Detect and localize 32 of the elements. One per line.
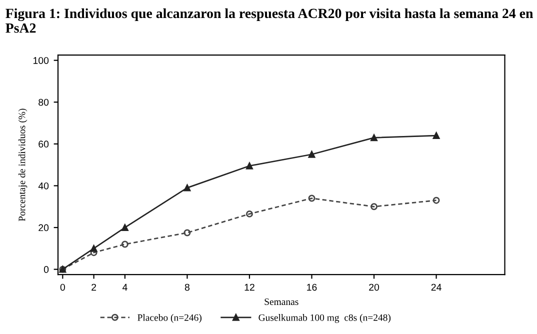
- x-tick-label: 20: [369, 284, 380, 291]
- x-tick-label: 2: [92, 284, 96, 291]
- point: [308, 150, 316, 158]
- x-tick-label: 12: [244, 284, 254, 291]
- y-axis-title: Porcentaje de individuos (%): [18, 108, 28, 222]
- x-tick-label: 0: [60, 284, 65, 291]
- point: [121, 240, 128, 248]
- point: [432, 196, 440, 204]
- point: [246, 210, 253, 218]
- chart-title: Figura 1: Individuos que alcanzaron la respuesta ACR20 por visita hasta la semana 24 en PsA2: [6, 8, 534, 33]
- x-tick-label: 4: [122, 284, 128, 291]
- x-axis-title: Semanas: [264, 298, 298, 306]
- point: [184, 184, 191, 192]
- point: [184, 229, 191, 236]
- legend-label: Guselkumab 100 mg c8s (n=248): [258, 314, 391, 323]
- point: [246, 162, 253, 170]
- y-tick-label: 100: [33, 57, 49, 64]
- point: [121, 224, 128, 231]
- point: [90, 244, 98, 252]
- legend-label: Placebo (n=246): [138, 314, 202, 323]
- point: [370, 134, 378, 142]
- point: [432, 132, 440, 140]
- point: [370, 203, 378, 210]
- x-tick-label: 24: [431, 284, 442, 291]
- y-tick-label: 60: [38, 140, 49, 148]
- x-tick-label: 8: [184, 284, 190, 291]
- y-tick-label: 20: [38, 224, 49, 232]
- y-tick-label: 0: [44, 266, 49, 273]
- x-tick-label: 16: [307, 284, 317, 291]
- y-tick-label: 40: [38, 182, 49, 190]
- y-tick-label: 80: [38, 98, 49, 106]
- point: [308, 194, 316, 202]
